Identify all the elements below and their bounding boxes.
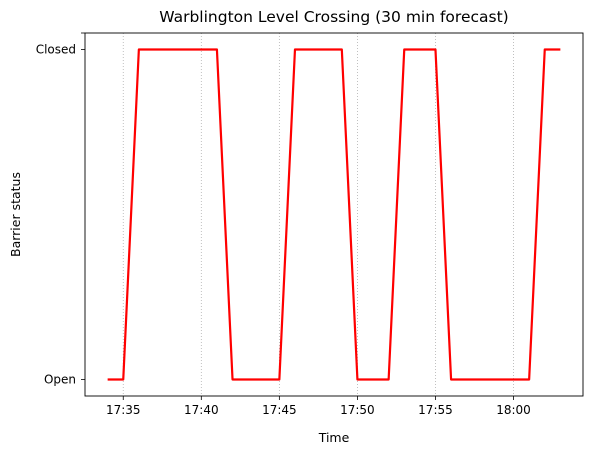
x-tick-label: 17:35 [106, 403, 141, 417]
x-tick-label: 17:40 [184, 403, 219, 417]
barrier-status-line [107, 48, 561, 381]
y-tick-label: Open [44, 373, 76, 387]
chart-title: Warblington Level Crossing (30 min forec… [159, 8, 508, 26]
x-tick-label: 17:55 [418, 403, 453, 417]
grid-lines [122, 33, 514, 396]
x-axis-label: Time [318, 430, 350, 445]
y-axis: Open Closed [36, 32, 85, 387]
series-group [107, 48, 561, 381]
plot-frame [84, 32, 584, 397]
x-axis: 17:35 17:40 17:45 17:50 17:55 18:00 [106, 396, 531, 417]
x-tick-label: 17:50 [340, 403, 375, 417]
x-tick-label: 18:00 [496, 403, 531, 417]
y-axis-label: Barrier status [8, 172, 23, 257]
y-tick-label: Closed [36, 43, 76, 57]
x-tick-label: 17:45 [262, 403, 297, 417]
